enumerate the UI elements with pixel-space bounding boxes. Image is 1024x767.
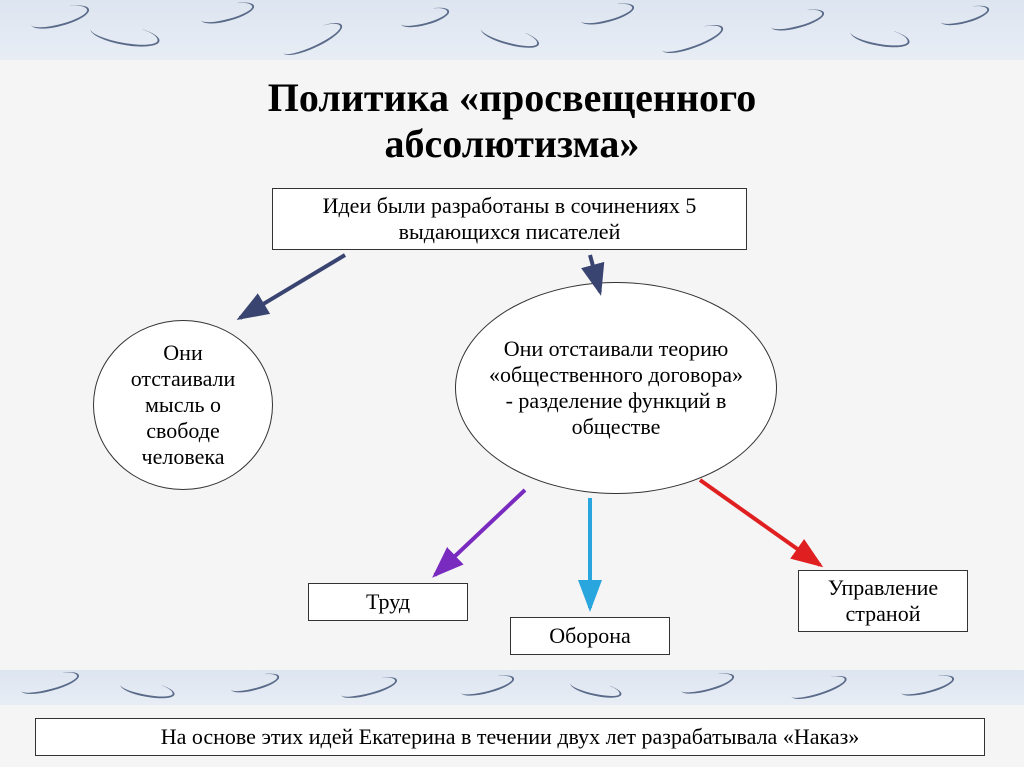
box-defense-text: Оборона xyxy=(549,623,631,649)
top-box-line-1: Идеи были разработаны в сочинениях 5 xyxy=(323,193,697,219)
left-ellipse-text: Они отстаивали мысль о свободе человека xyxy=(122,340,244,470)
box-defense: Оборона xyxy=(510,617,670,655)
box-governance: Управление страной xyxy=(798,570,968,632)
decorative-bottom-band xyxy=(0,670,1024,705)
title-line-1: Политика «просвещенного xyxy=(0,75,1024,121)
bottom-box-text: На основе этих идей Екатерина в течении … xyxy=(161,724,860,750)
right-ellipse-text: Они отстаивали теорию «общественного дог… xyxy=(484,336,748,440)
slide-title: Политика «просвещенного абсолютизма» xyxy=(0,75,1024,167)
decorative-top-band xyxy=(0,0,1024,60)
box-governance-line-2: страной xyxy=(828,601,938,627)
box-labor: Труд xyxy=(308,583,468,621)
right-ellipse-contract: Они отстаивали теорию «общественного дог… xyxy=(455,282,777,494)
title-line-2: абсолютизма» xyxy=(0,121,1024,167)
top-box-line-2: выдающихся писателей xyxy=(323,219,697,245)
top-box-ideas: Идеи были разработаны в сочинениях 5 выд… xyxy=(272,188,747,250)
left-ellipse-freedom: Они отстаивали мысль о свободе человека xyxy=(93,320,273,490)
bottom-box-nakaz: На основе этих идей Екатерина в течении … xyxy=(35,718,985,756)
box-labor-text: Труд xyxy=(366,589,410,615)
box-governance-line-1: Управление xyxy=(828,575,938,601)
